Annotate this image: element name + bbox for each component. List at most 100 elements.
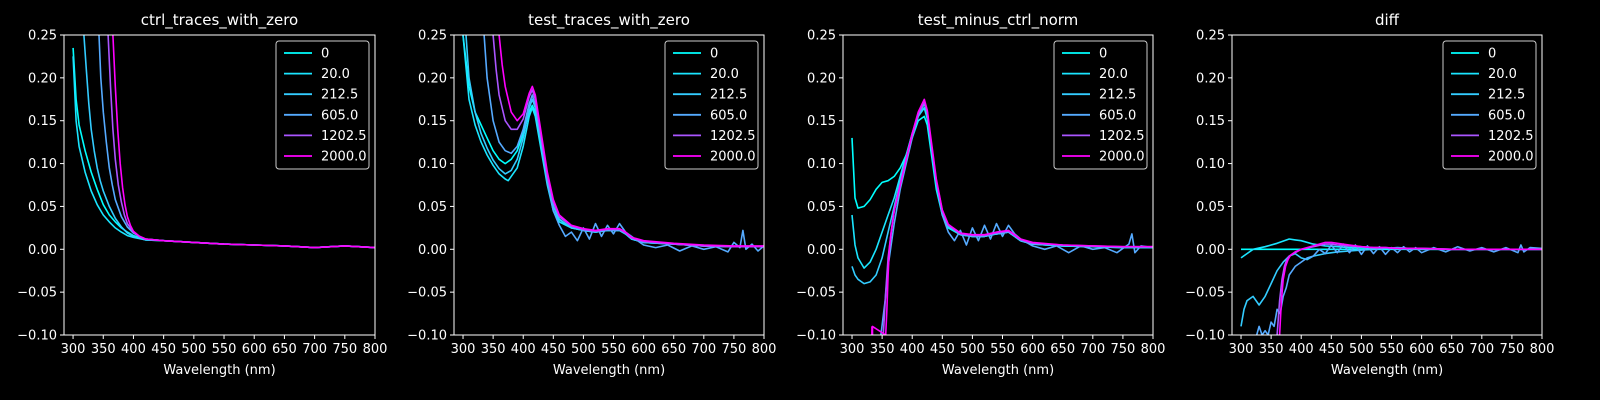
series-lines [462, 35, 764, 253]
x-tick-label: 350 [1259, 342, 1284, 357]
y-tick-label: 0.05 [807, 200, 836, 215]
legend-label: 605.0 [710, 108, 747, 123]
legend-label: 2000.0 [1488, 150, 1534, 165]
legend: 0 20.0 212.5 605.0 1202.5 2000.0 [1053, 40, 1148, 170]
series-line-5 [498, 35, 764, 247]
y-tick-label: 0.15 [28, 114, 57, 129]
x-tick-label: 600 [1409, 342, 1434, 357]
x-tick-label: 500 [181, 342, 206, 357]
x-tick-label: 350 [91, 342, 116, 357]
y-tick-label: 0.10 [1196, 157, 1225, 172]
x-tick-label: 700 [691, 342, 716, 357]
x-tick-label: 400 [511, 342, 536, 357]
chart-title: diff [1375, 11, 1400, 29]
y-tick-label: 0.10 [28, 157, 57, 172]
x-tick-label: 500 [1349, 342, 1374, 357]
y-tick-label: 0.05 [28, 200, 57, 215]
legend-label: 20.0 [1488, 67, 1517, 82]
legend-label: 605.0 [1099, 108, 1136, 123]
x-tick-label: 500 [960, 342, 985, 357]
series-lines [1240, 238, 1542, 335]
x-tick-label: 600 [242, 342, 267, 357]
legend-label: 2000.0 [321, 150, 367, 165]
x-tick-label: 750 [721, 342, 746, 357]
x-tick-label: 650 [1050, 342, 1075, 357]
legend-label: 212.5 [1099, 88, 1136, 103]
x-tick-label: 750 [1499, 342, 1524, 357]
legend-label: 2000.0 [710, 150, 756, 165]
y-tick-label: 0.00 [28, 243, 57, 258]
x-tick-label: 350 [481, 342, 506, 357]
x-tick-label: 800 [752, 342, 777, 357]
x-axis-label: Wavelength (nm) [163, 363, 275, 378]
series-lines [72, 35, 375, 249]
y-tick-label: 0.20 [807, 71, 836, 86]
x-tick-label: 700 [302, 342, 327, 357]
y-tick-label: 0.00 [1196, 243, 1225, 258]
chart-panel-4: diff 300 350 400 450 500 550 600 650 700 750 800 −0.… [1185, 11, 1554, 378]
legend-label: 605.0 [321, 108, 358, 123]
x-tick-label: 450 [1319, 342, 1344, 357]
x-tick-label: 650 [661, 342, 686, 357]
y-tick-label: 0.10 [418, 157, 447, 172]
y-tick-label: 0.20 [28, 71, 57, 86]
axes-frame [63, 34, 376, 336]
legend-label: 1202.5 [710, 129, 756, 144]
x-tick-label: 650 [272, 342, 297, 357]
chart-title: ctrl_traces_with_zero [141, 11, 298, 30]
series-lines [851, 98, 1153, 335]
legend-label: 605.0 [1488, 108, 1525, 123]
legend-label: 20.0 [710, 67, 739, 82]
legend-label: 212.5 [321, 88, 358, 103]
x-tick-label: 800 [363, 342, 388, 357]
y-tick-label: 0.05 [1196, 200, 1225, 215]
y-tick-label: 0.25 [1196, 29, 1225, 44]
x-tick-label: 450 [151, 342, 176, 357]
y-tick-label: 0.25 [28, 29, 57, 44]
y-tick-label: 0.00 [807, 243, 836, 258]
x-tick-label: 300 [61, 342, 86, 357]
legend: 0 20.0 212.5 605.0 1202.5 2000.0 [275, 40, 370, 170]
y-tick-label: −0.05 [17, 286, 57, 301]
series-line-5 [871, 98, 1153, 335]
x-tick-label: 450 [541, 342, 566, 357]
axes-frame [842, 34, 1154, 336]
series-line-5 [1278, 241, 1542, 335]
y-tick-label: −0.10 [17, 329, 57, 344]
legend-label: 2000.0 [1099, 150, 1145, 165]
x-tick-label: 550 [990, 342, 1015, 357]
y-tick-label: 0.25 [418, 29, 447, 44]
y-tick-label: 0.00 [418, 243, 447, 258]
y-tick-label: −0.05 [1185, 286, 1225, 301]
x-tick-label: 650 [1439, 342, 1464, 357]
x-tick-label: 700 [1469, 342, 1494, 357]
y-tick-label: −0.10 [796, 329, 836, 344]
x-tick-label: 800 [1141, 342, 1166, 357]
legend-label: 0 [710, 47, 718, 62]
legend-label: 0 [321, 47, 329, 62]
x-tick-label: 550 [1379, 342, 1404, 357]
y-tick-label: −0.05 [407, 286, 447, 301]
x-tick-label: 550 [212, 342, 237, 357]
chart-title: test_minus_ctrl_norm [918, 11, 1079, 30]
series-line-3 [483, 35, 764, 253]
x-tick-label: 750 [1110, 342, 1135, 357]
legend-label: 212.5 [1488, 88, 1525, 103]
y-tick-label: 0.20 [1196, 71, 1225, 86]
legend: 0 20.0 212.5 605.0 1202.5 2000.0 [1442, 40, 1537, 170]
x-tick-label: 400 [900, 342, 925, 357]
y-tick-label: 0.05 [418, 200, 447, 215]
x-tick-label: 550 [601, 342, 626, 357]
x-tick-label: 800 [1530, 342, 1555, 357]
x-tick-label: 350 [870, 342, 895, 357]
legend-label: 1202.5 [1099, 129, 1145, 144]
chart-panel-3: test_minus_ctrl_norm 300 350 400 450 500 550 60… [796, 11, 1165, 378]
legend-label: 20.0 [321, 67, 350, 82]
y-tick-label: 0.15 [807, 114, 836, 129]
axes-frame [453, 34, 765, 336]
chart-panel-2: test_traces_with_zero 300 350 400 450 500 550 6… [407, 11, 776, 378]
axes-frame [1231, 34, 1543, 336]
legend-label: 1202.5 [321, 129, 367, 144]
y-tick-label: −0.10 [407, 329, 447, 344]
y-tick-label: 0.15 [418, 114, 447, 129]
